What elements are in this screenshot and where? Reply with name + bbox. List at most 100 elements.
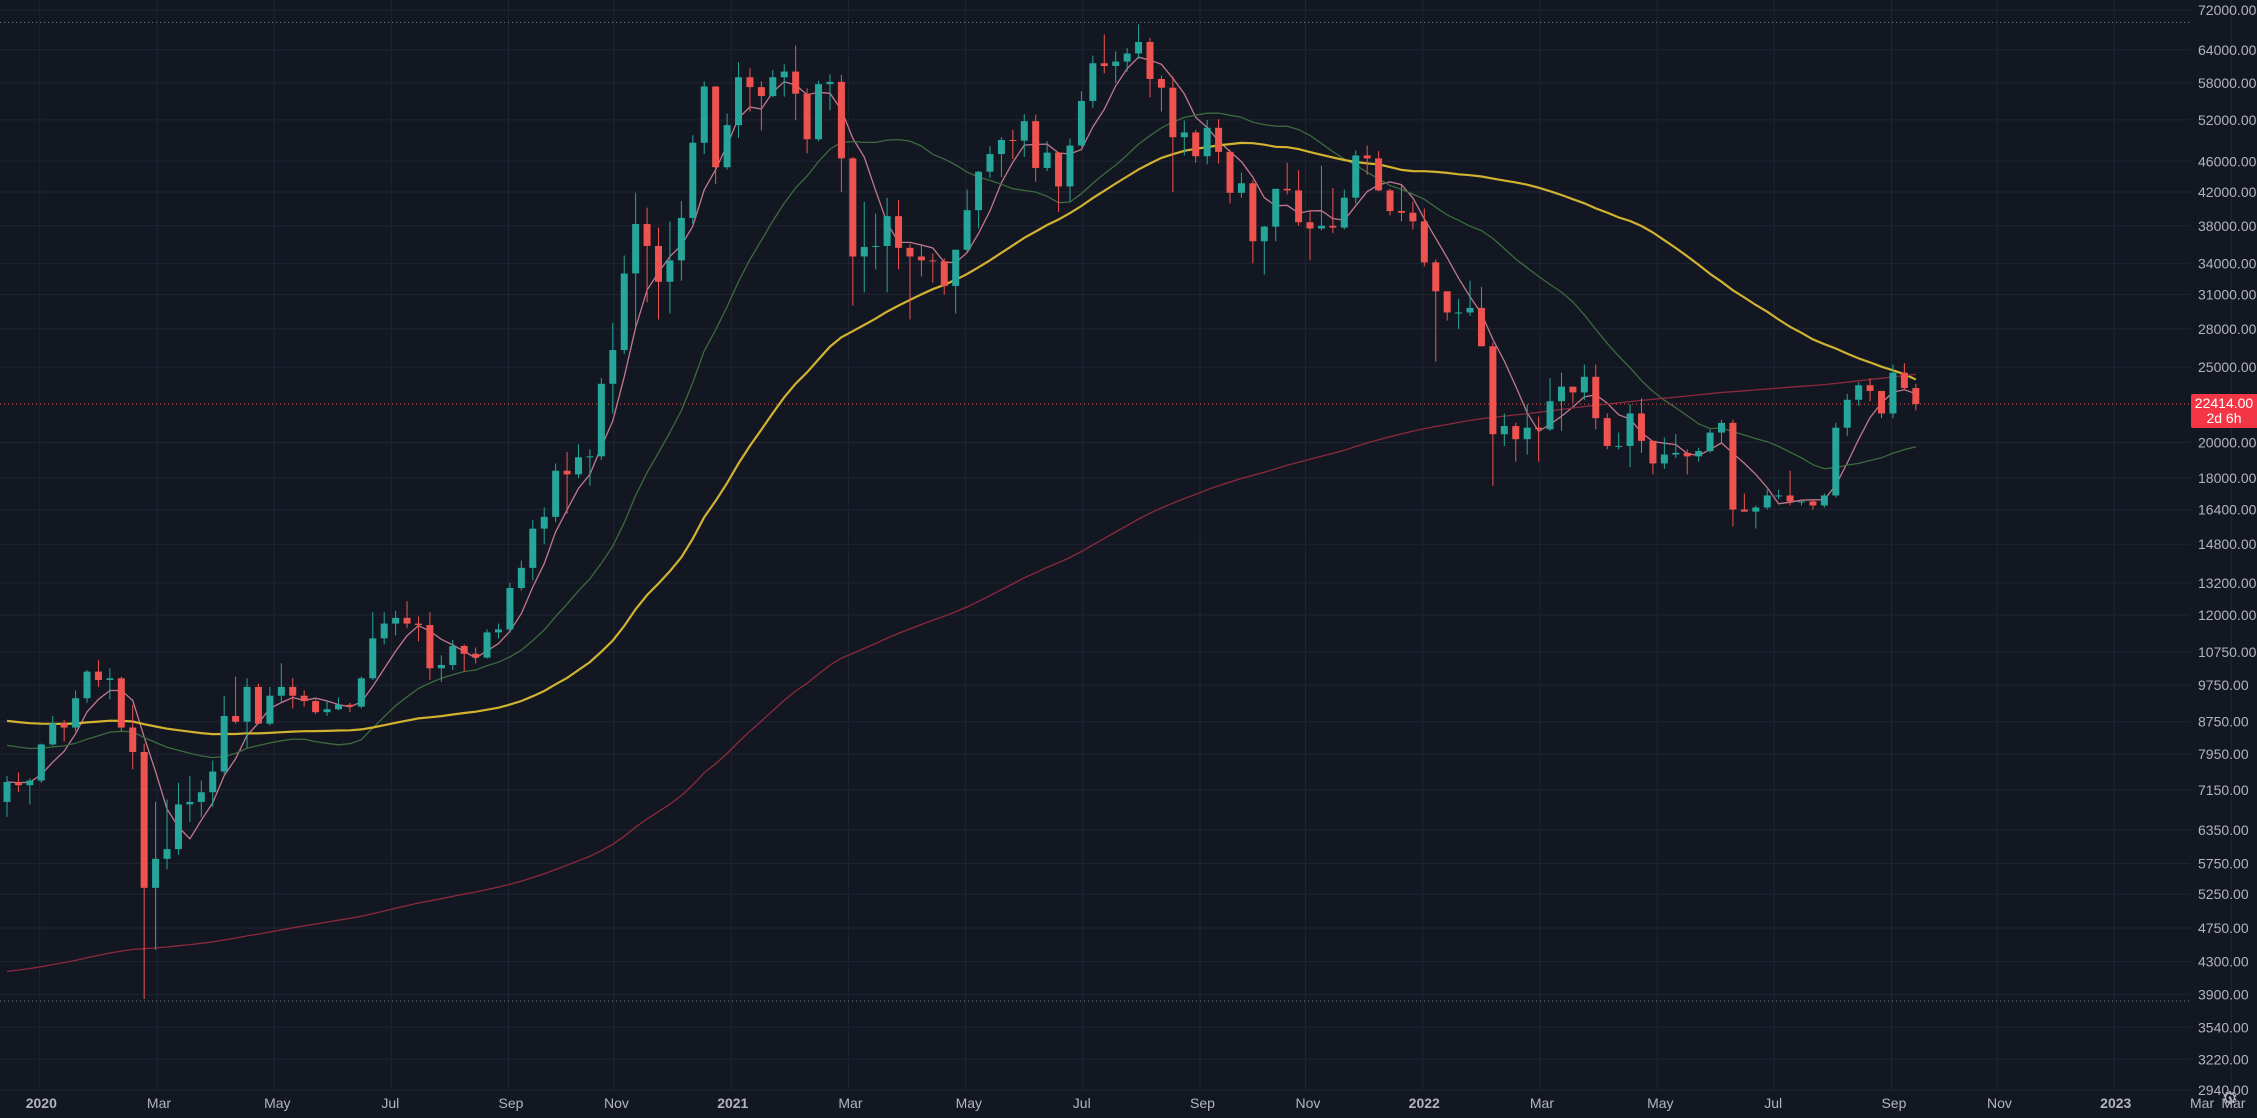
candle-body <box>792 71 800 94</box>
y-tick-label: 9750.00 <box>2198 677 2249 693</box>
candle-body <box>1317 225 1325 229</box>
candle-body <box>1878 390 1886 414</box>
y-tick-label: 10750.00 <box>2198 644 2257 660</box>
candle-body <box>643 224 651 246</box>
candle-body <box>220 715 228 772</box>
candle-body <box>906 247 914 257</box>
candle-body <box>1215 127 1223 152</box>
candle-body <box>1535 427 1543 430</box>
candle-body <box>494 629 502 633</box>
candle-body <box>1763 495 1771 508</box>
candle-body <box>152 858 160 888</box>
candle-body <box>106 678 114 681</box>
candle-body <box>60 723 68 728</box>
candle-body <box>1832 427 1840 496</box>
candle-body <box>803 93 811 140</box>
candle-body <box>1375 158 1383 191</box>
candle-body <box>1020 121 1028 141</box>
candle-body <box>472 653 480 658</box>
candle-body <box>49 723 57 745</box>
y-tick-label: 46000.00 <box>2198 153 2257 169</box>
candle-body <box>1900 372 1908 389</box>
candle-body <box>426 625 434 669</box>
candle-body <box>872 245 880 247</box>
candle-body <box>723 125 731 168</box>
candle-body <box>1066 145 1074 187</box>
candle-body <box>37 744 45 781</box>
candle-body <box>1432 262 1440 292</box>
candle-body <box>997 139 1005 155</box>
candle-body <box>266 695 274 724</box>
candle-body <box>83 671 91 699</box>
candle-body <box>1809 501 1817 506</box>
x-tick-label: Nov <box>1987 1095 2012 1111</box>
candle-body <box>1798 501 1806 503</box>
x-tick-label: Nov <box>604 1095 629 1111</box>
candle-body <box>1112 61 1120 66</box>
x-tick-label: Mar <box>2221 1095 2245 1111</box>
candle-body <box>563 470 571 475</box>
candle-body <box>1157 78 1165 88</box>
candle-body <box>1912 388 1920 405</box>
y-tick-label: 3220.00 <box>2198 1051 2249 1067</box>
candle-body <box>620 273 628 351</box>
y-tick-label: 16400.00 <box>2198 502 2257 518</box>
candle-body <box>586 456 594 458</box>
candle-body <box>700 86 708 143</box>
candle-body <box>369 638 377 679</box>
candle-body <box>1283 188 1291 191</box>
candle-body <box>769 77 777 97</box>
candle-body <box>1443 291 1451 313</box>
x-tick-label: 2023 <box>2100 1095 2131 1111</box>
y-tick-label: 5750.00 <box>2198 855 2249 871</box>
candle-body <box>129 727 137 752</box>
candle-body <box>437 664 445 669</box>
candle-body <box>963 210 971 250</box>
candle-body <box>1089 63 1097 101</box>
y-tick-label: 3540.00 <box>2198 1019 2249 1035</box>
candle-body <box>1135 41 1143 54</box>
candle-body <box>1820 495 1828 506</box>
candle-body <box>1706 432 1714 452</box>
candle-body <box>883 216 891 246</box>
candle-body <box>1569 386 1577 393</box>
y-tick-label: 31000.00 <box>2198 287 2257 303</box>
candle-body <box>403 617 411 624</box>
candle-body <box>1420 221 1428 263</box>
candle-body <box>1489 346 1497 435</box>
candle-body <box>540 516 548 529</box>
candle-body <box>1477 307 1485 347</box>
candle-body <box>975 171 983 211</box>
x-tick-label: Nov <box>1295 1095 1320 1111</box>
candle-body <box>917 256 925 261</box>
gear-icon[interactable]: ⚙ <box>2221 1088 2239 1108</box>
candle-body <box>414 623 422 626</box>
x-tick-label: 2020 <box>26 1095 57 1111</box>
y-tick-label: 5250.00 <box>2198 886 2249 902</box>
y-tick-label: 72000.00 <box>2198 2 2257 18</box>
last-price-badge: 22414.00 2d 6h <box>2191 394 2257 429</box>
candle-body <box>1557 386 1565 402</box>
y-tick-label: 28000.00 <box>2198 321 2257 337</box>
x-tick-label: Jul <box>1073 1095 1091 1111</box>
y-tick-label: 64000.00 <box>2198 42 2257 58</box>
candle-body <box>1295 190 1303 223</box>
y-tick-label: 2940.00 <box>2198 1082 2249 1098</box>
x-tick-label: Sep <box>1881 1095 1906 1111</box>
candle-body <box>1660 454 1668 464</box>
candle-body <box>895 216 903 248</box>
y-tick-label: 20000.00 <box>2198 435 2257 451</box>
candle-body <box>1718 422 1725 433</box>
candle-body <box>1603 418 1611 446</box>
candle-body <box>323 709 331 713</box>
candle-body <box>1546 401 1554 430</box>
candle-body <box>1180 132 1188 138</box>
candle-body <box>380 623 388 639</box>
candle-body <box>1237 183 1245 193</box>
candle-body <box>243 686 251 722</box>
y-tick-label: 7150.00 <box>2198 782 2249 798</box>
candle-body <box>300 695 308 702</box>
y-tick-label: 25000.00 <box>2198 359 2257 375</box>
